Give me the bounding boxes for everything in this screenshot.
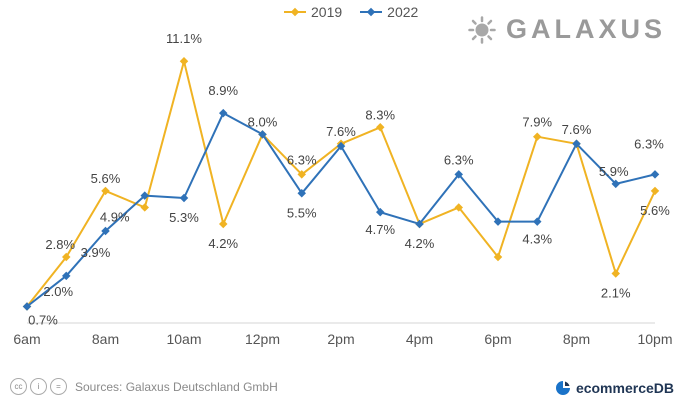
source-text: Sources: Galaxus Deutschland GmbH xyxy=(75,379,278,394)
data-label-2022-1pm: 5.5% xyxy=(287,205,317,220)
data-label-2022-5pm: 6.3% xyxy=(444,152,474,167)
brand-logo: GALAXUS xyxy=(468,14,666,45)
marker-2022-1pm xyxy=(297,189,306,198)
marker-2022-7pm xyxy=(533,217,542,226)
data-label-2022-10am: 5.3% xyxy=(169,210,199,225)
marker-2019-7pm xyxy=(533,132,542,141)
data-label-2019-7am: 2.8% xyxy=(45,237,75,252)
marker-2019-10am xyxy=(179,56,189,66)
data-label-2019-7pm: 7.9% xyxy=(522,115,552,130)
info-icon: i xyxy=(30,378,47,395)
data-label-2022-6am: 0.7% xyxy=(28,312,58,327)
legend: 2019 2022 xyxy=(284,4,418,20)
marker-2019-10pm xyxy=(650,186,660,196)
marker-2022-10pm xyxy=(650,170,660,179)
legend-marker-2022 xyxy=(360,7,383,17)
marker-2019-8am xyxy=(101,186,110,196)
marker-2022-10am xyxy=(179,193,189,203)
data-label-2019-9pm: 2.1% xyxy=(601,285,631,300)
x-tick-label-6am: 6am xyxy=(13,331,40,347)
legend-label-2022: 2022 xyxy=(387,4,419,20)
data-label-2022-9pm: 5.9% xyxy=(599,164,629,179)
brand-name: GALAXUS xyxy=(505,14,666,44)
data-label-2022-9am: 4.9% xyxy=(100,210,130,225)
data-label-2022-7am: 2.0% xyxy=(43,284,73,299)
legend-marker-2019 xyxy=(284,7,306,17)
license-icons: cc i = xyxy=(10,378,67,395)
marker-2019-9pm xyxy=(611,269,620,278)
x-tick-label-8pm: 8pm xyxy=(563,331,590,347)
data-label-2022-12pm: 8.0% xyxy=(248,114,278,129)
data-label-2019-3pm: 8.3% xyxy=(365,107,395,122)
footer-source: cc i = Sources: Galaxus Deutschland GmbH xyxy=(10,378,278,395)
data-label-2022-7pm: 4.3% xyxy=(522,232,552,247)
marker-2019-11am xyxy=(219,219,228,229)
marker-2022-11am xyxy=(219,108,228,118)
marker-2022-2pm xyxy=(336,141,346,151)
publisher-name: ecommerceDB xyxy=(575,380,674,396)
marker-2019-5pm xyxy=(454,203,463,212)
equals-icon: = xyxy=(50,378,67,395)
x-tick-label-2pm: 2pm xyxy=(327,331,354,347)
legend-label-2019: 2019 xyxy=(311,4,343,20)
ecommercedb-icon xyxy=(555,381,570,395)
data-label-2022-8am: 3.9% xyxy=(81,245,111,260)
x-tick-label-12pm: 12pm xyxy=(245,331,280,347)
marker-2022-7am xyxy=(62,271,71,281)
marker-2022-8am xyxy=(101,226,110,236)
marker-2022-6pm xyxy=(493,217,503,226)
publisher-logo: ecommerceDB xyxy=(555,380,674,396)
marker-2019-1pm xyxy=(297,170,306,179)
legend-item-2019: 2019 xyxy=(284,4,342,20)
sun-icon xyxy=(468,15,496,44)
data-label-2019-11am: 4.2% xyxy=(208,236,238,251)
marker-2019-3pm xyxy=(376,123,385,132)
data-label-2019-10am: 11.1% xyxy=(166,31,202,46)
x-tick-label-8am: 8am xyxy=(92,331,119,347)
x-tick-label-10pm: 10pm xyxy=(637,331,672,347)
data-label-2019-4pm: 4.2% xyxy=(405,236,435,251)
cc-icon: cc xyxy=(10,378,27,395)
data-label-2019-2pm: 7.6% xyxy=(326,124,356,139)
x-tick-label-6pm: 6pm xyxy=(484,331,511,347)
marker-2022-3pm xyxy=(376,207,385,217)
data-label-2019-8pm: 7.6% xyxy=(562,122,592,137)
data-label-2019-1pm: 6.3% xyxy=(287,152,317,167)
data-label-2022-10pm: 6.3% xyxy=(634,136,664,151)
marker-2022-6am xyxy=(22,302,32,311)
x-tick-label-4pm: 4pm xyxy=(406,331,433,347)
data-label-2022-11am: 8.9% xyxy=(208,83,238,98)
series-line-2019 xyxy=(26,60,656,308)
marker-2022-5pm xyxy=(454,170,463,179)
marker-2022-9am xyxy=(140,191,149,200)
data-label-2019-10pm: 5.6% xyxy=(640,203,670,218)
marker-2022-4pm xyxy=(415,219,424,229)
marker-2019-9am xyxy=(140,203,149,212)
marker-2022-12pm xyxy=(258,130,267,139)
x-tick-label-10am: 10am xyxy=(166,331,201,347)
data-label-2022-3pm: 4.7% xyxy=(365,222,395,237)
data-label-2019-8am: 5.6% xyxy=(91,171,121,186)
legend-item-2022: 2022 xyxy=(360,4,418,20)
